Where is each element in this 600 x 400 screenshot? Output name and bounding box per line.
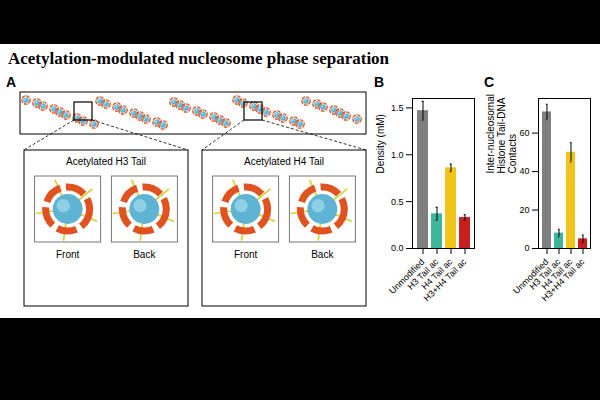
svg-text:Back: Back <box>133 249 156 260</box>
svg-text:0.0: 0.0 <box>391 243 404 253</box>
svg-text:Acetylated H4 Tail: Acetylated H4 Tail <box>244 156 324 167</box>
svg-text:Density (mM): Density (mM) <box>375 114 386 173</box>
svg-text:H3+H4 Tail ac: H3+H4 Tail ac <box>422 256 469 303</box>
svg-text:Unmodified: Unmodified <box>511 256 551 296</box>
svg-text:0: 0 <box>524 243 529 253</box>
svg-text:Inter-nucleosomalHistone Tail-: Inter-nucleosomalHistone Tail-DNAContact… <box>485 94 518 173</box>
svg-text:Acetylated H3 Tail: Acetylated H3 Tail <box>66 156 146 167</box>
svg-text:H3+H4 Tail ac: H3+H4 Tail ac <box>540 256 587 303</box>
svg-text:A: A <box>6 74 16 90</box>
svg-text:Front: Front <box>56 249 80 260</box>
svg-text:40: 40 <box>519 166 529 176</box>
svg-text:1.0: 1.0 <box>391 150 404 160</box>
svg-text:H3 Tail ac: H3 Tail ac <box>527 256 563 292</box>
html-text:B: B <box>374 74 385 90</box>
svg-text:1.5: 1.5 <box>391 103 404 113</box>
svg-text:Unmodified: Unmodified <box>387 256 427 296</box>
svg-text:Back: Back <box>311 249 334 260</box>
html-text:Acetylation-modulated nucleoso: Acetylation-modulated nucleosome phase s… <box>8 49 390 68</box>
svg-text:H3 Tail ac: H3 Tail ac <box>405 256 441 292</box>
svg-text:0.5: 0.5 <box>391 197 404 207</box>
html-text:C: C <box>484 74 495 90</box>
svg-text:Front: Front <box>234 249 258 260</box>
svg-text:20: 20 <box>519 205 529 215</box>
svg-text:60: 60 <box>519 128 529 138</box>
